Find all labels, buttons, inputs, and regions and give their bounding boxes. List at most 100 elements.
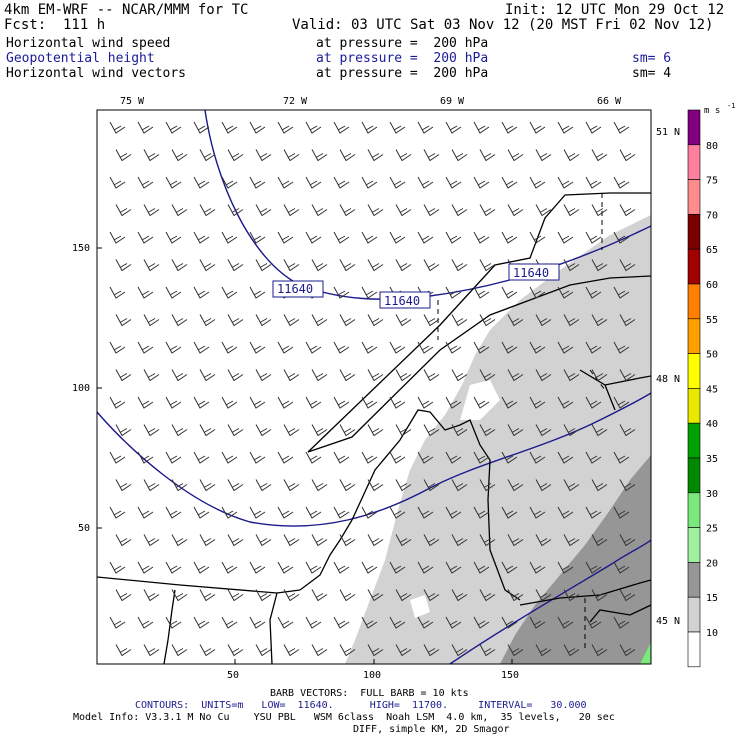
wind-barb: [143, 424, 160, 437]
colorbar-swatch: [687, 457, 701, 494]
wind-barb: [563, 149, 580, 162]
wind-barb: [143, 589, 160, 602]
wind-barb: [395, 479, 412, 492]
wind-barb: [171, 314, 188, 327]
wind-barb: [395, 534, 412, 547]
wind-barb: [255, 149, 272, 162]
wind-barb: [277, 506, 294, 519]
wind-barb: [361, 231, 378, 244]
wind-barb: [619, 259, 636, 272]
wind-barb: [591, 259, 608, 272]
wind-barb: [367, 424, 384, 437]
wind-barb: [423, 479, 440, 492]
wind-barb: [221, 286, 238, 299]
wind-barb: [277, 561, 294, 574]
wind-barb: [165, 451, 182, 464]
x-tick-100: 100: [363, 670, 381, 681]
boundary-10: [589, 604, 651, 623]
wind-barb: [227, 149, 244, 162]
wind-barb: [367, 644, 384, 657]
wind-barb: [507, 314, 524, 327]
wind-barb: [339, 644, 356, 657]
wind-barb: [507, 369, 524, 382]
wind-barb: [193, 176, 210, 189]
wind-barb: [563, 534, 580, 547]
wind-barb: [613, 561, 630, 574]
colorbar-swatch: [687, 422, 701, 459]
wind-barb: [109, 616, 126, 629]
wind-barb: [249, 341, 266, 354]
wind-barb: [585, 341, 602, 354]
wind-barb: [333, 616, 350, 629]
wind-barb: [417, 451, 434, 464]
wind-barb: [395, 589, 412, 602]
wind-barb: [137, 396, 154, 409]
wind-barb: [305, 616, 322, 629]
wind-barb: [557, 561, 574, 574]
wind-barb: [333, 396, 350, 409]
wind-barb: [451, 424, 468, 437]
wind-barb: [137, 616, 154, 629]
wind-barb: [333, 451, 350, 464]
wind-barb: [165, 616, 182, 629]
lat-label-51n: 51 N: [656, 127, 680, 138]
lat-label-45n: 45 N: [656, 616, 680, 627]
wind-barb: [591, 314, 608, 327]
wind-barb: [283, 204, 300, 217]
wind-barb: [395, 204, 412, 217]
wind-barb: [417, 561, 434, 574]
wind-barb: [193, 341, 210, 354]
wind-barb: [227, 369, 244, 382]
wind-barb: [563, 314, 580, 327]
wind-barb: [507, 424, 524, 437]
wind-barb: [423, 424, 440, 437]
wind-barb: [451, 149, 468, 162]
colorbar-level-label: 25: [706, 524, 718, 535]
wind-barb: [585, 286, 602, 299]
wind-barb: [333, 286, 350, 299]
wind-barb: [333, 506, 350, 519]
contour-legend: CONTOURS: UNITS=m LOW= 11640. HIGH= 1170…: [135, 700, 587, 711]
wind-barb: [137, 506, 154, 519]
wind-barb: [473, 231, 490, 244]
wind-barb: [115, 314, 132, 327]
wind-barb: [423, 259, 440, 272]
wind-barb: [361, 121, 378, 134]
wind-barb: [445, 176, 462, 189]
colorbar-unit: m s: [704, 106, 720, 116]
boundary-6: [299, 519, 353, 591]
wind-barb: [563, 589, 580, 602]
field-name-wind-vectors: Horizontal wind vectors: [6, 66, 187, 81]
wind-barb: [417, 121, 434, 134]
lon-label-69w: 69 W: [440, 96, 465, 107]
wind-barb: [591, 149, 608, 162]
wind-barb: [585, 561, 602, 574]
wind-barb: [137, 561, 154, 574]
wind-barb: [361, 561, 378, 574]
wind-barb: [395, 424, 412, 437]
wind-barb: [255, 589, 272, 602]
wind-barb: [395, 644, 412, 657]
wind-barb: [367, 314, 384, 327]
wind-barb: [193, 451, 210, 464]
wind-barb: [501, 341, 518, 354]
wind-barb: [143, 369, 160, 382]
colorbar-swatch: [687, 492, 701, 528]
wind-barb: [395, 369, 412, 382]
wind-barb: [277, 616, 294, 629]
wind-barb: [339, 369, 356, 382]
wind-barb: [563, 644, 580, 657]
wind-barb: [619, 149, 636, 162]
land-white-patch: [460, 380, 500, 420]
wind-barb: [619, 589, 636, 602]
wind-barb: [473, 451, 490, 464]
wind-barb: [367, 259, 384, 272]
wind-barb: [305, 121, 322, 134]
colorbar-unit-exponent: -1: [727, 102, 735, 110]
wind-barb: [115, 479, 132, 492]
wind-barb: [585, 396, 602, 409]
wind-barb: [501, 451, 518, 464]
wind-barb: [445, 231, 462, 244]
wind-barb: [529, 121, 546, 134]
contour-label-1: 11640: [277, 282, 313, 296]
